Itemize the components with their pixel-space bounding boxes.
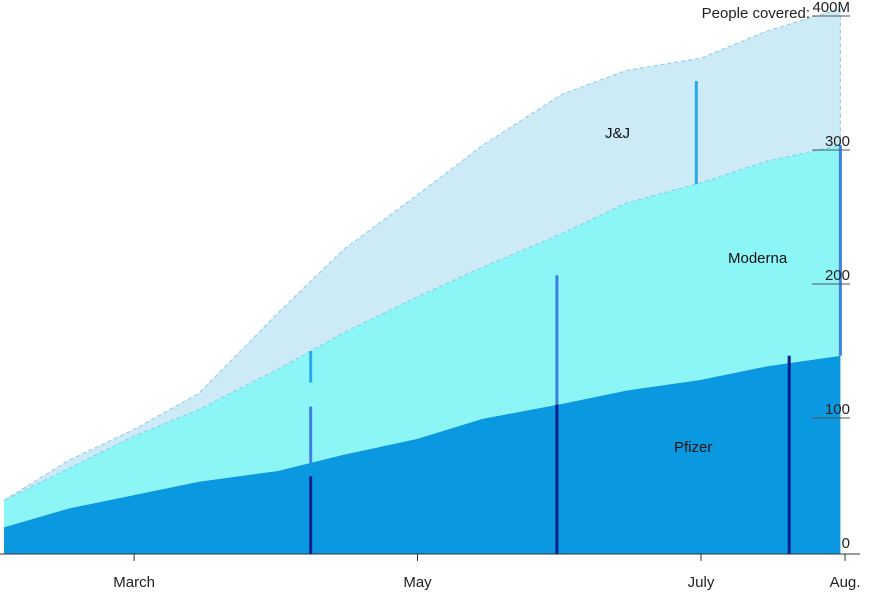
series-label-moderna: Moderna	[728, 250, 788, 267]
area-layer	[3, 7, 841, 554]
y-tick-label: 200	[825, 267, 850, 284]
milestone-layer	[309, 81, 842, 554]
x-tick-label: May	[403, 574, 432, 591]
x-tick-label: July	[688, 574, 715, 591]
area-pfizer	[4, 355, 841, 554]
series-label-j-j: J&J	[605, 125, 630, 142]
series-labels: Pfizer Moderna J&J	[605, 125, 788, 456]
y-tick-label: 0	[842, 535, 850, 552]
x-axis-ticks: March May July Aug.	[113, 554, 860, 591]
area-j-j	[3, 7, 841, 501]
y-tick-label: 300	[825, 133, 850, 150]
x-tick-label: Aug.	[830, 574, 861, 591]
x-tick-label: March	[113, 574, 155, 591]
y-axis-ticks: 0 100 200 300 400M	[812, 0, 850, 552]
area-moderna	[4, 145, 841, 528]
series-label-pfizer: Pfizer	[674, 439, 712, 456]
y-axis-title: People covered:	[702, 5, 810, 22]
y-tick-label: 400M	[812, 0, 850, 16]
y-tick-label: 100	[825, 401, 850, 418]
